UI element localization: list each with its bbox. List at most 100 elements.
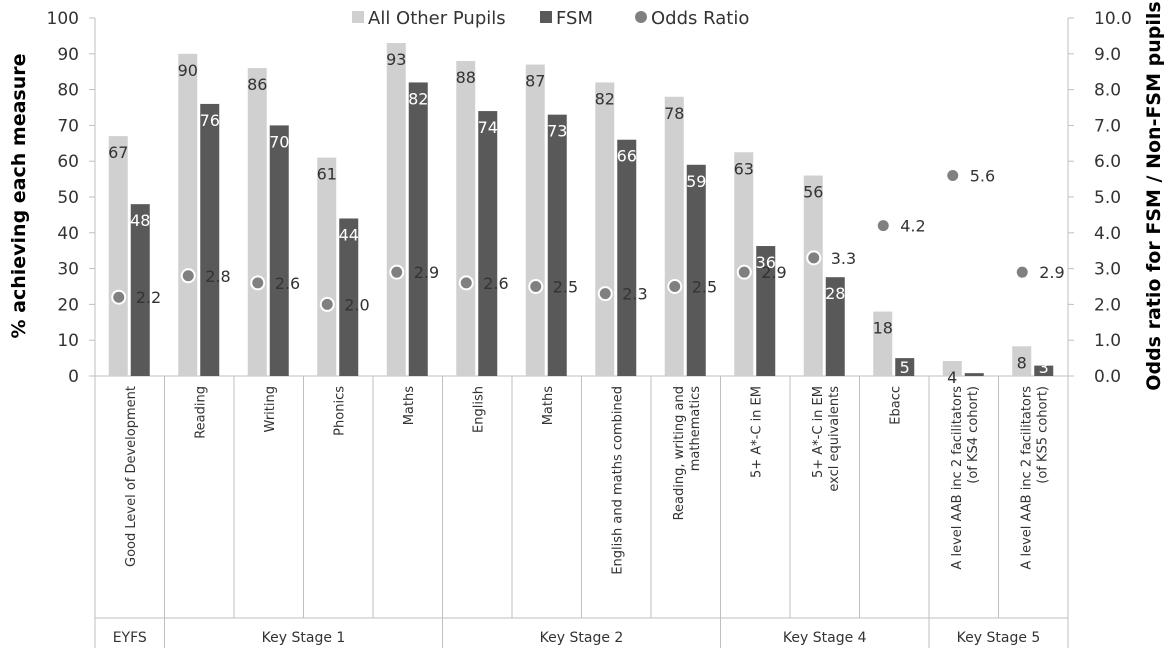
data-label-all-other-pupils: 67 [108, 143, 128, 162]
bar-fsm [756, 246, 776, 376]
bar-fsm [269, 125, 289, 377]
y-tick-label: 80 [57, 81, 79, 101]
y2-tick-label: 9.0 [1094, 45, 1121, 65]
data-label-odds-ratio: 2.5 [553, 278, 578, 297]
bar-fsm [408, 82, 428, 376]
y2-tick-label: 0.0 [1094, 367, 1121, 387]
category-label: Maths [402, 386, 417, 426]
bar-all-other-pupils [317, 157, 337, 376]
bar-all-other-pupils [942, 360, 962, 376]
bar-all-other-pupils [803, 175, 823, 376]
legend-label: FSM [556, 8, 593, 29]
y-tick-label: 90 [57, 45, 79, 65]
odds-ratio-point [111, 289, 127, 305]
bar-all-other-pupils [108, 136, 128, 376]
category-label: excl equivalents [827, 386, 842, 492]
group-label: EYFS [113, 630, 147, 646]
data-label-fsm: 70 [269, 132, 289, 151]
data-label-odds-ratio: 4.2 [900, 217, 925, 236]
legend: All Other Pupils FSM Odds Ratio [338, 6, 786, 30]
bar-all-other-pupils [873, 311, 893, 376]
x-axis: Good Level of Development Reading Writing P… [94, 376, 1069, 648]
category-label: Phonics [332, 386, 347, 436]
bar-all-other-pupils [1012, 346, 1032, 376]
category-label: Maths [541, 386, 556, 426]
group-label: Key Stage 2 [540, 630, 624, 646]
bar-all-other-pupils [456, 60, 476, 377]
odds-ratio-point [667, 279, 683, 294]
category-label: 5+ A*-C in EM [811, 386, 826, 478]
bar-all-other-pupils [386, 43, 406, 377]
odds-ratio-point [180, 268, 196, 284]
bar-fsm [200, 103, 220, 377]
bar-all-other-pupils [178, 53, 198, 377]
odds-ratio-point [736, 264, 752, 280]
data-label-fsm: 76 [200, 111, 220, 130]
y2-tick-label: 1.0 [1094, 331, 1121, 351]
plot-frame [94, 18, 1069, 377]
y2-tick-label: 8.0 [1094, 81, 1121, 101]
y-tick-label: 0 [68, 367, 79, 387]
data-label-all-other-pupils: 18 [873, 319, 893, 338]
data-label-odds-ratio: 3.3 [831, 249, 856, 268]
category-label: English [471, 386, 486, 433]
data-label-odds-ratio: 2.2 [136, 288, 161, 307]
group-label: Key Stage 1 [262, 630, 346, 646]
bar-fsm [339, 218, 359, 376]
category-label: 5+ A*-C in EM [749, 386, 764, 478]
category-label: A level AAB inc 2 facilitators [1019, 386, 1034, 570]
y2-tick-label: 5.0 [1094, 188, 1121, 208]
odds-ratio-point [806, 250, 822, 266]
y-tick-label: 40 [57, 224, 79, 244]
bar-fsm [686, 164, 706, 376]
category-label: Writing [263, 386, 278, 432]
data-labels: 67482.290762.886702.661442.093822.988742… [108, 50, 1065, 387]
bar-fsm [547, 114, 567, 376]
bar-all-other-pupils [525, 64, 545, 376]
data-label-fsm: 73 [547, 122, 567, 141]
y-tick-label: 50 [57, 188, 79, 208]
category-label: mathematics [688, 386, 703, 471]
data-label-all-other-pupils: 82 [595, 89, 615, 108]
y2-tick-label: 6.0 [1094, 152, 1121, 172]
bars [108, 43, 1054, 377]
category-label: Reading, writing and [672, 386, 687, 520]
data-label-odds-ratio: 2.9 [1039, 263, 1064, 282]
data-label-fsm: 48 [130, 211, 150, 230]
data-label-odds-ratio: 5.6 [970, 167, 995, 186]
data-label-all-other-pupils: 90 [178, 61, 198, 80]
category-label: Reading [193, 386, 208, 439]
category-label: A level AAB inc 2 facilitators [950, 386, 965, 570]
odds-ratio-point [319, 296, 335, 312]
legend-label: Odds Ratio [651, 8, 749, 29]
odds-ratio-point [389, 264, 405, 280]
data-label-all-other-pupils: 61 [317, 165, 337, 184]
data-label-fsm: 44 [339, 225, 359, 244]
legend-label: All Other Pupils [368, 8, 506, 29]
data-label-odds-ratio: 2.8 [205, 267, 230, 286]
y2-axis: 0.0 1.0 2.0 3.0 4.0 5.0 6.0 7.0 8.0 9.0 10.0 [1068, 9, 1132, 387]
category-label: Ebacc [888, 386, 903, 425]
bar-fsm [964, 373, 984, 376]
data-label-all-other-pupils: 4 [947, 368, 957, 387]
bar-all-other-pupils [734, 152, 754, 376]
bar-fsm [130, 204, 150, 376]
odds-ratio-point [458, 275, 474, 291]
legend-icon-all-other-pupils [352, 11, 364, 23]
odds-ratio-point [945, 168, 961, 184]
legend-icon-odds-ratio [635, 11, 647, 23]
data-label-fsm: 66 [617, 147, 637, 166]
data-label-all-other-pupils: 56 [803, 183, 823, 202]
data-label-odds-ratio: 2.3 [622, 285, 647, 304]
bar-fsm [478, 111, 498, 376]
y-tick-label: 20 [57, 295, 79, 315]
data-label-fsm: 5 [900, 358, 910, 377]
odds-ratio-point [875, 218, 891, 234]
bar-all-other-pupils [247, 68, 267, 377]
y2-tick-label: 4.0 [1094, 224, 1121, 244]
y-axis: 0 10 20 30 40 50 60 70 80 90 100 [47, 9, 95, 387]
data-label-all-other-pupils: 78 [664, 104, 684, 123]
data-label-odds-ratio: 2.6 [483, 274, 508, 293]
data-label-all-other-pupils: 8 [1017, 353, 1027, 372]
